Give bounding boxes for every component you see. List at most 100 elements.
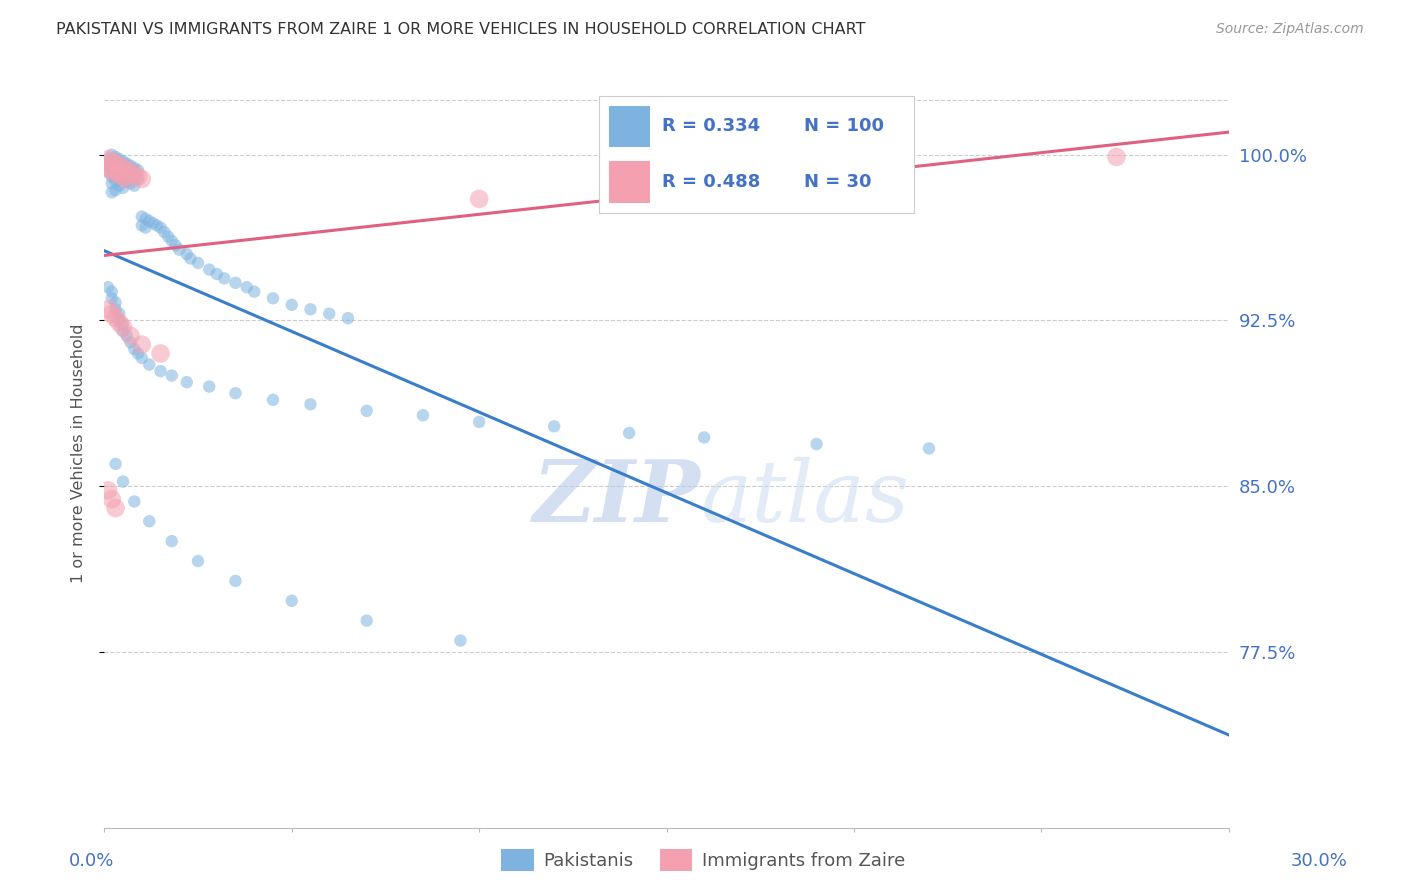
Point: [104, 165, 127, 179]
Point: [104, 501, 127, 516]
Point: [617, 425, 640, 440]
Point: [180, 252, 202, 266]
Point: [131, 210, 153, 224]
Point: [198, 262, 221, 277]
Point: [115, 156, 138, 170]
Point: [449, 633, 471, 648]
Text: 0.0%: 0.0%: [69, 852, 114, 870]
Point: [160, 234, 183, 248]
Point: [243, 285, 266, 299]
Point: [127, 346, 149, 360]
Point: [112, 154, 135, 169]
Point: [115, 174, 138, 188]
Point: [104, 165, 127, 179]
Point: [112, 169, 135, 184]
Point: [101, 177, 124, 191]
Point: [299, 397, 322, 411]
Point: [104, 150, 127, 164]
Point: [108, 169, 131, 184]
Point: [149, 346, 172, 360]
Point: [101, 291, 124, 305]
Point: [115, 163, 138, 178]
Point: [153, 225, 176, 239]
Point: [104, 183, 127, 197]
Point: [101, 154, 124, 169]
Point: [224, 276, 246, 290]
Point: [336, 311, 359, 326]
Point: [127, 163, 149, 178]
Point: [169, 243, 191, 257]
Point: [104, 156, 127, 170]
Point: [108, 168, 131, 182]
Point: [918, 442, 941, 456]
Legend: Pakistanis, Immigrants from Zaire: Pakistanis, Immigrants from Zaire: [494, 842, 912, 879]
Y-axis label: 1 or more Vehicles in Household: 1 or more Vehicles in Household: [72, 323, 86, 582]
Point: [138, 214, 160, 228]
Point: [120, 168, 142, 182]
Point: [160, 534, 183, 549]
Point: [101, 307, 124, 321]
Point: [97, 280, 120, 294]
Text: ZIP: ZIP: [533, 456, 700, 540]
Point: [806, 163, 828, 178]
Point: [104, 174, 127, 188]
Point: [160, 368, 183, 383]
Point: [104, 311, 127, 326]
Point: [149, 220, 172, 235]
Text: atlas: atlas: [700, 457, 910, 540]
Point: [176, 375, 198, 389]
Point: [112, 181, 135, 195]
Point: [138, 514, 160, 528]
Point: [131, 351, 153, 365]
Point: [127, 169, 149, 184]
Point: [124, 168, 146, 182]
Point: [127, 172, 149, 186]
Point: [108, 307, 131, 321]
Point: [212, 271, 235, 285]
Point: [120, 159, 142, 173]
Point: [187, 554, 209, 568]
Point: [356, 404, 378, 418]
Text: 30.0%: 30.0%: [1291, 852, 1347, 870]
Point: [120, 335, 142, 350]
Point: [108, 161, 131, 175]
Point: [101, 186, 124, 200]
Point: [104, 302, 127, 317]
Point: [101, 161, 124, 175]
Point: [1105, 150, 1128, 164]
Point: [543, 419, 565, 434]
Point: [124, 178, 146, 193]
Point: [131, 337, 153, 351]
Point: [693, 430, 716, 444]
Point: [97, 483, 120, 498]
Text: Source: ZipAtlas.com: Source: ZipAtlas.com: [1216, 22, 1364, 37]
Point: [97, 302, 120, 317]
Text: PAKISTANI VS IMMIGRANTS FROM ZAIRE 1 OR MORE VEHICLES IN HOUSEHOLD CORRELATION C: PAKISTANI VS IMMIGRANTS FROM ZAIRE 1 OR …: [56, 22, 866, 37]
Point: [108, 159, 131, 173]
Point: [112, 172, 135, 186]
Point: [356, 614, 378, 628]
Point: [101, 285, 124, 299]
Point: [235, 280, 257, 294]
Point: [124, 161, 146, 175]
Point: [157, 229, 180, 244]
Point: [806, 437, 828, 451]
Point: [135, 211, 157, 226]
Point: [124, 342, 146, 356]
Point: [120, 165, 142, 179]
Point: [112, 318, 135, 332]
Point: [115, 172, 138, 186]
Point: [97, 165, 120, 179]
Point: [135, 220, 157, 235]
Point: [101, 169, 124, 184]
Point: [101, 154, 124, 169]
Point: [115, 165, 138, 179]
Point: [101, 492, 124, 507]
Point: [468, 415, 491, 429]
Point: [280, 594, 302, 608]
Point: [280, 298, 302, 312]
Point: [97, 161, 120, 175]
Point: [412, 409, 434, 423]
Point: [205, 267, 228, 281]
Point: [112, 163, 135, 178]
